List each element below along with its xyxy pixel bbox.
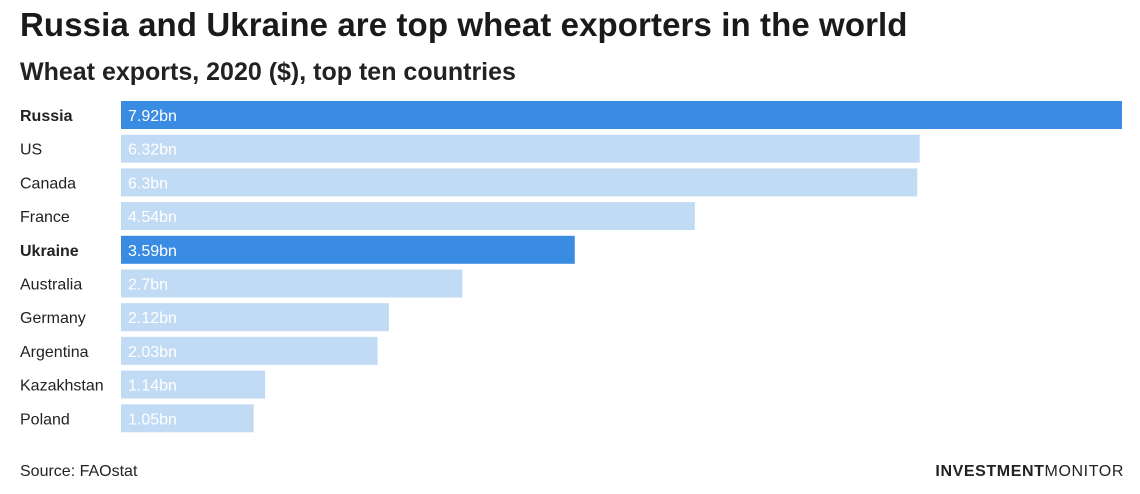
bar-argentina — [121, 336, 378, 365]
category-label: Russia — [20, 108, 73, 125]
value-label: 2.7bn — [128, 277, 168, 294]
bar-chart: Russia 7.92bn US 6.32bn Canada 6.3bn France 4.5… — [20, 101, 1122, 433]
category-label: Australia — [20, 277, 82, 294]
category-label: Argentina — [20, 344, 89, 361]
bar-france — [121, 202, 695, 231]
bar-germany — [121, 303, 389, 332]
value-label: 6.32bn — [128, 142, 177, 159]
brand-logo-part2: MONITOR — [1044, 463, 1124, 480]
value-label: 1.05bn — [128, 411, 177, 428]
category-label: Poland — [20, 411, 70, 428]
value-label: 1.14bn — [128, 378, 177, 395]
bar-poland — [121, 404, 254, 433]
value-label: 3.59bn — [128, 243, 177, 260]
value-label: 2.12bn — [128, 310, 177, 327]
category-label: France — [20, 209, 70, 226]
value-label: 4.54bn — [128, 209, 177, 226]
bar-australia — [121, 269, 463, 298]
bar-ukraine — [121, 235, 575, 264]
chart-subtitle: Wheat exports, 2020 ($), top ten countri… — [20, 58, 516, 86]
bar-russia — [121, 101, 1122, 129]
bar-canada — [121, 168, 918, 197]
value-label: 7.92bn — [128, 108, 177, 125]
bar-kazakhstan — [121, 370, 266, 399]
bar-us — [121, 134, 920, 163]
category-label: Kazakhstan — [20, 378, 104, 395]
chart-title: Russia and Ukraine are top wheat exporte… — [20, 6, 908, 43]
category-label: US — [20, 142, 42, 159]
value-label: 6.3bn — [128, 175, 168, 192]
category-label: Germany — [20, 310, 86, 327]
value-label: 2.03bn — [128, 344, 177, 361]
brand-logo[interactable]: INVESTMENTMONITOR — [935, 463, 1124, 481]
category-label: Ukraine — [20, 243, 79, 260]
source-note: Source: FAOstat — [20, 463, 138, 480]
category-label: Canada — [20, 175, 76, 192]
brand-logo-part1: INVESTMENT — [935, 463, 1045, 480]
